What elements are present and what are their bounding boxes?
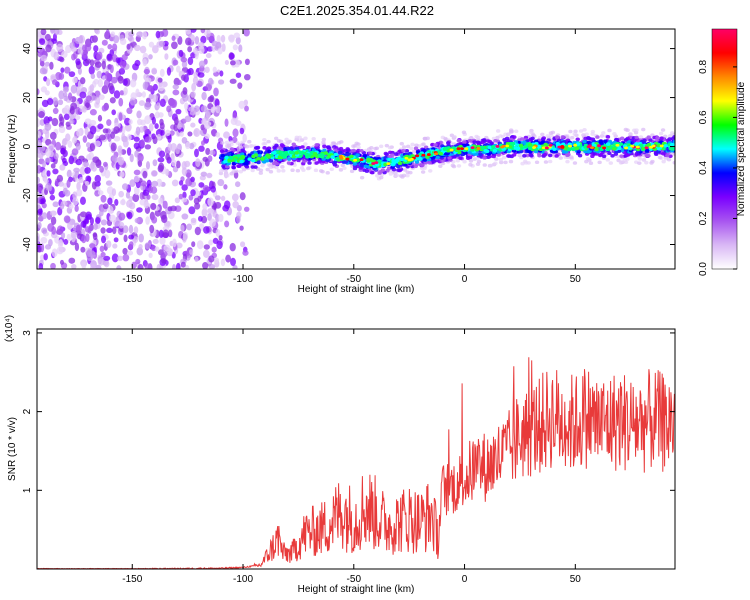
spectrogram-cells — [37, 29, 675, 269]
y-tick-label: 1 — [22, 487, 33, 493]
colorbar-label: Normalized spectral amplitude — [736, 81, 747, 216]
spectrogram-frame — [36, 28, 676, 270]
colorbar-gradient — [711, 28, 738, 270]
x-tick-label: -150 — [122, 574, 142, 585]
x-tick-label: -100 — [233, 274, 253, 285]
spectrogram-panel: -150 -100 -50 0 50 -40 -20 0 20 40 Height of str… — [7, 28, 676, 295]
chart-title: C2E1.2025.354.01.44.R22 — [280, 3, 434, 18]
spectrogram-y-ticks: -40 -20 0 20 40 — [22, 43, 675, 252]
y-tick-label: 20 — [22, 92, 33, 104]
spectrogram-y-label: Frequency (Hz) — [7, 115, 18, 184]
y-tick-label: 0 — [22, 143, 33, 149]
x-tick-label: 50 — [570, 574, 582, 585]
snr-scale-label: (x10⁴) — [4, 315, 15, 342]
colorbar-ticks: 0.0 0.2 0.4 0.6 0.8 — [698, 60, 737, 276]
snr-x-label: Height of straight line (km) — [298, 584, 415, 595]
spectrogram-x-label: Height of straight line (km) — [298, 284, 415, 295]
x-tick-label: -50 — [347, 574, 362, 585]
y-tick-label: 2 — [22, 408, 33, 414]
spectrogram-x-ticks: -150 -100 -50 0 50 — [122, 29, 581, 285]
colorbar-tick-label: 0.2 — [698, 211, 709, 225]
x-tick-label: 0 — [462, 574, 468, 585]
y-tick-label: 3 — [22, 330, 33, 336]
y-tick-label: -20 — [22, 188, 33, 203]
snr-panel: -150 -100 -50 0 50 1 2 3 (x10⁴) Height of stra… — [4, 315, 676, 595]
snr-x-ticks: -150 -100 -50 0 50 — [122, 329, 581, 585]
spectrogram-image — [37, 29, 675, 269]
x-tick-label: -50 — [347, 274, 362, 285]
x-tick-label: 0 — [462, 274, 468, 285]
snr-series-line — [37, 357, 676, 570]
colorbar-tick-label: 0.4 — [698, 161, 709, 175]
y-tick-label: 40 — [22, 43, 33, 55]
y-tick-label: -40 — [22, 237, 33, 252]
colorbar-tick-label: 0.0 — [698, 262, 709, 276]
snr-y-ticks: 1 2 3 — [22, 330, 675, 493]
colorbar-tick-label: 0.6 — [698, 110, 709, 124]
snr-y-label: SNR (10 * v/v) — [7, 417, 18, 481]
colorbar: 0.0 0.2 0.4 0.6 0.8 Normalized spectral ampl… — [698, 28, 747, 276]
x-tick-label: -100 — [233, 574, 253, 585]
x-tick-label: 50 — [570, 274, 582, 285]
x-tick-label: -150 — [122, 274, 142, 285]
colorbar-tick-label: 0.8 — [698, 60, 709, 74]
snr-frame — [36, 328, 676, 570]
